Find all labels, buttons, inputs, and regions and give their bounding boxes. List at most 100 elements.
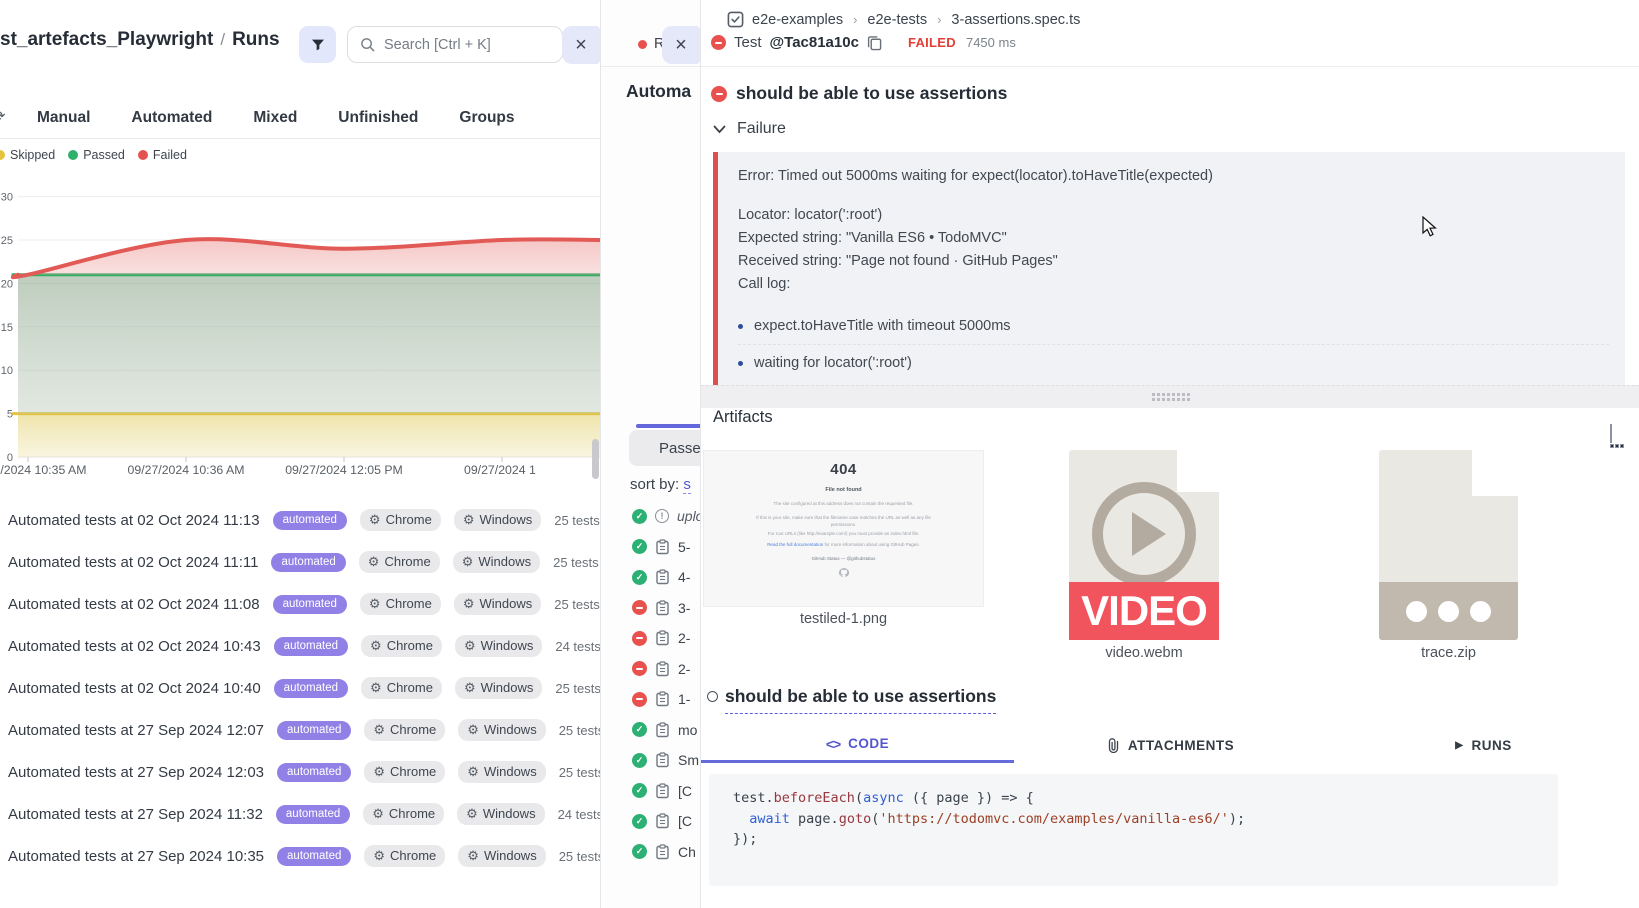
breadcrumb-project[interactable]: st_artefacts_Playwright [0,29,214,50]
run-os-pill: ⚙ Windows [458,719,546,741]
breadcrumb-spec-file[interactable]: 3-assertions.spec.ts [951,11,1081,28]
search-box[interactable] [347,26,563,63]
run-os-pill: ⚙ Windows [454,677,543,699]
run-type-badge: automated [273,678,349,698]
gallery-view-icon[interactable] [1610,424,1624,448]
run-name[interactable]: Automated tests at 27 Sep 2024 12:07 [8,721,265,739]
tab-automated[interactable]: Automated [131,109,213,126]
base-scrollbar-thumb[interactable] [592,439,599,479]
test-case-item[interactable]: Sm [632,745,1012,776]
artifact-trace-icon[interactable] [1379,450,1518,640]
test-case-item[interactable]: 2- [632,623,1012,654]
error-detail-line: Received string: "Page not found · GitHu… [738,253,1058,269]
run-row[interactable]: Automated tests at 02 Oct 2024 11:13 aut… [8,499,601,541]
artifact-video-icon[interactable]: VIDEO [1069,450,1219,640]
bullet-icon [738,361,743,366]
run-row[interactable]: Automated tests at 02 Oct 2024 10:43 aut… [8,625,601,667]
runs-tabs: ⟳ Manual Automated Mixed Unfinished Grou… [0,98,601,139]
gear-icon: ⚙ [370,680,382,695]
search-input[interactable] [384,36,534,53]
code-line: await page.goto('https://todomvc.com/exa… [749,810,1246,827]
test-case-item[interactable]: 2- [632,654,1012,685]
runs-history-chart[interactable]: 0 5 10 15 20 25 30 09/27/2024 10:35 AM 09/27/202… [0,175,601,475]
run-test-count: 25 tests [555,680,601,696]
artifact-caption[interactable]: trace.zip [1421,645,1476,661]
test-case-item[interactable]: 1- [632,684,1012,715]
status-icon [632,783,647,799]
alert-circle-icon: ! [655,509,669,524]
run-row[interactable]: Automated tests at 02 Oct 2024 11:11 aut… [8,541,601,583]
test-case-item[interactable]: 5- [632,532,1012,563]
breadcrumb-suite[interactable]: e2e-examples [752,11,844,28]
run-os-pill: ⚙ Windows [457,803,545,825]
run-name[interactable]: Automated tests at 02 Oct 2024 10:40 [8,679,261,697]
run-name[interactable]: Automated tests at 02 Oct 2024 11:11 [8,553,259,571]
clipboard-icon [656,813,669,829]
tab-runs[interactable]: ▶ RUNS [1455,737,1512,753]
code-icon: <> [825,735,841,752]
artifact-caption[interactable]: testiled-1.png [799,611,888,627]
run-name[interactable]: Automated tests at 02 Oct 2024 10:43 [8,637,261,655]
tab-groups[interactable]: Groups [459,109,515,126]
run-name[interactable]: Automated tests at 27 Sep 2024 10:35 [8,847,265,865]
code-snippet[interactable]: test.beforeEach(async ({ page }) => { aw… [709,774,1558,886]
sort-by-link[interactable]: s [683,476,691,494]
test-case-item[interactable]: 4- [632,562,1012,593]
clipboard-icon [656,722,669,737]
copy-icon[interactable] [867,35,882,51]
svg-text:15: 15 [1,322,13,334]
tab-unfinished[interactable]: Unfinished [338,109,419,126]
tab-code[interactable]: <> CODE [701,727,1014,763]
svg-text:09/27/2024 10:36 AM: 09/27/2024 10:36 AM [128,463,245,475]
gear-icon: ⚙ [467,764,479,779]
svg-text:0: 0 [7,452,13,464]
artifact-screenshot-thumbnail[interactable]: 404 File not found The site configured a… [703,450,984,607]
failure-section-toggle[interactable]: Failure [713,120,786,138]
artifact-caption[interactable]: video.webm [1105,645,1183,661]
legend-passed[interactable]: Passed [68,148,125,162]
filter-button[interactable] [299,26,336,63]
run-row[interactable]: Automated tests at 27 Sep 2024 12:03 aut… [8,751,601,793]
test-case-item[interactable]: 3- [632,593,1012,624]
case-title-link[interactable]: should be able to use assertions [725,686,997,714]
run-row[interactable]: Automated tests at 02 Oct 2024 10:40 aut… [8,667,601,709]
run-name[interactable]: Automated tests at 27 Sep 2024 12:03 [8,763,265,781]
video-label: VIDEO [1069,582,1219,640]
run-row[interactable]: Automated tests at 27 Sep 2024 10:35 aut… [8,835,601,877]
run-name[interactable]: Automated tests at 02 Oct 2024 11:13 [8,511,260,529]
run-os-pill: ⚙ Windows [454,635,543,657]
run-name[interactable]: Automated tests at 27 Sep 2024 11:32 [8,805,263,823]
run-name[interactable]: Automated tests at 02 Oct 2024 11:08 [8,595,260,613]
close-test-drawer-button[interactable]: × [662,26,700,64]
breadcrumb-separator: / [220,30,226,49]
gear-icon: ⚙ [368,512,381,527]
failed-dot-icon [137,150,148,160]
test-case-item[interactable]: [C [632,806,1012,837]
run-row[interactable]: Automated tests at 27 Sep 2024 12:07 aut… [8,709,601,751]
run-env-pill: ⚙ Chrome [363,803,445,825]
clipboard-icon [656,752,669,768]
gear-icon: ⚙ [373,722,386,737]
run-env-pill: ⚙ Chrome [364,761,446,783]
run-row[interactable]: Automated tests at 02 Oct 2024 11:08 aut… [8,583,601,625]
tab-manual[interactable]: Manual [37,109,91,126]
test-case-item[interactable]: [C [632,776,1012,807]
close-run-drawer-button[interactable]: × [562,26,600,64]
test-case-item[interactable]: Ch [632,837,1012,868]
status-icon [632,661,647,677]
breadcrumb-subsuite[interactable]: e2e-tests [867,11,928,28]
gear-icon: ⚙ [373,764,386,779]
gear-icon: ⚙ [463,638,476,653]
run-row[interactable]: Automated tests at 27 Sep 2024 11:32 aut… [8,793,601,835]
panel-resize-handle[interactable] [701,385,1639,408]
gear-icon: ⚙ [463,680,476,695]
search-icon [361,38,375,52]
test-case-item[interactable]: ! uplo [632,501,1012,532]
tab-attachments[interactable]: ATTACHMENTS [1014,727,1327,763]
page-title: st_artefacts_Playwright / Runs [0,29,280,51]
test-case-item[interactable]: mo [632,715,1012,746]
tab-mixed[interactable]: Mixed [253,109,298,126]
legend-skipped[interactable]: Skipped [0,148,55,162]
legend-failed[interactable]: Failed [137,148,187,162]
play-icon: ▶ [1455,739,1464,751]
